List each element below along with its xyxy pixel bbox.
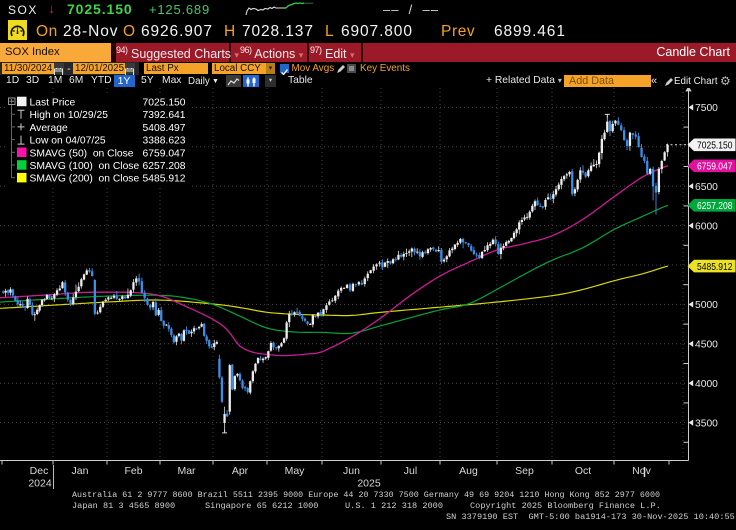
svg-text:Australia 61 2 9777 8600 Brazi: Australia 61 2 9777 8600 Brazil 5511 239… bbox=[72, 490, 660, 500]
svg-text:High on 10/29/25: High on 10/29/25 bbox=[30, 110, 109, 121]
svg-text:Nov: Nov bbox=[632, 465, 651, 477]
svg-text:4000: 4000 bbox=[695, 379, 718, 390]
svg-text:6759.047: 6759.047 bbox=[697, 162, 733, 173]
svg-text:U.S. 1 212 318 2000: U.S. 1 212 318 2000 bbox=[345, 501, 443, 511]
svg-text:4500: 4500 bbox=[695, 340, 718, 351]
svg-text:3500: 3500 bbox=[695, 418, 718, 429]
svg-text:5000: 5000 bbox=[695, 300, 718, 311]
svg-text:7392.641: 7392.641 bbox=[143, 110, 186, 121]
svg-text:Apr: Apr bbox=[232, 465, 249, 477]
svg-text:Oct: Oct bbox=[575, 465, 591, 477]
svg-text:SMAVG (50) on Close: SMAVG (50) on Close bbox=[30, 148, 134, 159]
svg-text:SMAVG (100) on Close: SMAVG (100) on Close bbox=[30, 161, 140, 172]
svg-text:Jun: Jun bbox=[343, 465, 360, 477]
svg-text:5485.912: 5485.912 bbox=[143, 174, 186, 185]
svg-text:5485.912: 5485.912 bbox=[697, 262, 733, 273]
svg-text:6500: 6500 bbox=[695, 182, 718, 193]
svg-text:Low on 04/07/25: Low on 04/07/25 bbox=[30, 136, 106, 147]
svg-text:7500: 7500 bbox=[695, 103, 718, 114]
svg-text:Dec: Dec bbox=[30, 465, 49, 477]
svg-text:Singapore 65 6212 1000: Singapore 65 6212 1000 bbox=[205, 501, 318, 511]
svg-text:6257.208: 6257.208 bbox=[143, 161, 186, 172]
svg-text:May: May bbox=[285, 465, 306, 477]
svg-text:6000: 6000 bbox=[695, 221, 718, 232]
svg-text:Jul: Jul bbox=[404, 465, 417, 477]
svg-text:Aug: Aug bbox=[459, 465, 478, 477]
svg-text:7025.150: 7025.150 bbox=[697, 141, 733, 152]
svg-text:7025.150: 7025.150 bbox=[143, 98, 186, 109]
svg-text:SMAVG (200) on Close: SMAVG (200) on Close bbox=[30, 174, 140, 185]
svg-text:Feb: Feb bbox=[124, 465, 142, 477]
svg-text:Mar: Mar bbox=[177, 465, 196, 477]
svg-text:3388.623: 3388.623 bbox=[143, 136, 186, 147]
svg-text:2024: 2024 bbox=[28, 478, 52, 490]
svg-text:6759.047: 6759.047 bbox=[143, 148, 186, 159]
svg-text:5408.497: 5408.497 bbox=[143, 123, 186, 134]
svg-text:Sep: Sep bbox=[515, 465, 534, 477]
svg-text:Japan 81 3 4565 8900: Japan 81 3 4565 8900 bbox=[72, 501, 175, 511]
svg-text:2025: 2025 bbox=[357, 478, 381, 490]
svg-text:6257.208: 6257.208 bbox=[697, 201, 733, 212]
svg-text:Average: Average bbox=[30, 123, 68, 134]
svg-text:SN 3379190 EST GMT-5:00 ba191: SN 3379190 EST GMT-5:00 ba1914-173 30-No… bbox=[446, 512, 735, 522]
svg-text:Copyright 2025 Bloomberg Finan: Copyright 2025 Bloomberg Finance L.P. bbox=[470, 501, 661, 511]
svg-text:Last Price: Last Price bbox=[30, 98, 76, 109]
svg-text:Jan: Jan bbox=[72, 465, 89, 477]
